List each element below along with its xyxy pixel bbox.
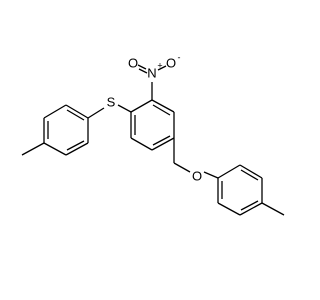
atom-label: O (166, 55, 176, 70)
molecule: S N + O O - O (21, 52, 285, 216)
charge-label: - (178, 52, 181, 62)
charge-label: + (157, 60, 162, 70)
atom-label: N (147, 65, 156, 80)
atom-label: O (192, 168, 202, 183)
bonds (21, 64, 285, 216)
atom-label: S (107, 94, 116, 109)
atom-label: O (128, 55, 138, 70)
